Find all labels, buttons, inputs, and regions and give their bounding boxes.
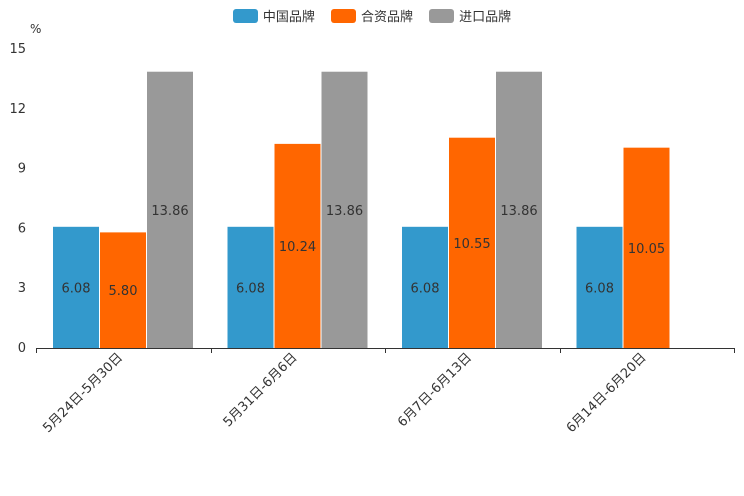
y-unit-label: % bbox=[30, 22, 41, 36]
legend-item-imported[interactable]: 进口品牌 bbox=[429, 6, 511, 25]
bar bbox=[623, 147, 670, 348]
legend: 中国品牌 合资品牌 进口品牌 bbox=[0, 6, 744, 25]
bar bbox=[227, 226, 274, 348]
x-tick-label: 5月24日-5月30日 bbox=[40, 350, 126, 436]
bar bbox=[274, 143, 321, 348]
bars bbox=[53, 71, 670, 348]
bar-value-label: 13.86 bbox=[151, 204, 188, 219]
bar-value-label: 13.86 bbox=[326, 204, 363, 219]
y-tick-label: 0 bbox=[18, 341, 26, 356]
legend-label-imported: 进口品牌 bbox=[459, 10, 512, 25]
bar-value-label: 5.80 bbox=[109, 284, 138, 299]
legend-swatch-china bbox=[232, 8, 258, 23]
bar-value-label: 6.08 bbox=[62, 281, 91, 296]
legend-label-china: 中国品牌 bbox=[262, 10, 315, 25]
legend-swatch-imported bbox=[429, 8, 455, 23]
y-tick-label: 15 bbox=[9, 42, 26, 57]
x-axis-labels: 5月24日-5月30日 5月31日-6月6日 6月7日-6月13日 6月14日-6月2… bbox=[40, 350, 649, 436]
bar-value-label: 13.86 bbox=[500, 204, 537, 219]
legend-item-joint-venture[interactable]: 合资品牌 bbox=[330, 6, 413, 25]
bar bbox=[53, 226, 99, 348]
x-tick-label: 6月14日-6月20日 bbox=[564, 350, 650, 436]
x-tick-label: 5月31日-6月6日 bbox=[221, 350, 301, 430]
bar-value-label: 6.08 bbox=[585, 281, 614, 296]
bar-labels: 6.08 5.80 13.86 6.08 10.24 13.86 6.08 10.55 13.8… bbox=[62, 204, 666, 299]
bar-value-label: 10.24 bbox=[279, 240, 316, 255]
y-tick-label: 6 bbox=[18, 221, 26, 236]
legend-swatch-joint-venture bbox=[330, 8, 356, 23]
legend-label-joint-venture: 合资品牌 bbox=[360, 10, 413, 25]
bar-value-label: 6.08 bbox=[236, 281, 265, 296]
x-axis-ticks bbox=[36, 348, 735, 353]
y-tick-label: 12 bbox=[9, 102, 26, 117]
x-tick-label: 6月7日-6月13日 bbox=[395, 350, 475, 430]
legend-item-china[interactable]: 中国品牌 bbox=[232, 6, 315, 25]
bar bbox=[449, 137, 495, 348]
y-axis-ticks: 0 3 6 9 12 15 bbox=[9, 42, 26, 356]
bar bbox=[321, 71, 368, 348]
bar-value-label: 10.05 bbox=[628, 242, 665, 257]
bar bbox=[147, 71, 193, 348]
bar bbox=[100, 232, 146, 348]
bar bbox=[496, 71, 542, 348]
bar bbox=[402, 226, 448, 348]
y-tick-label: 3 bbox=[18, 281, 26, 296]
y-tick-label: 9 bbox=[18, 162, 26, 177]
bar bbox=[576, 226, 623, 348]
bar-value-label: 10.55 bbox=[453, 237, 490, 252]
bar-value-label: 6.08 bbox=[411, 281, 440, 296]
